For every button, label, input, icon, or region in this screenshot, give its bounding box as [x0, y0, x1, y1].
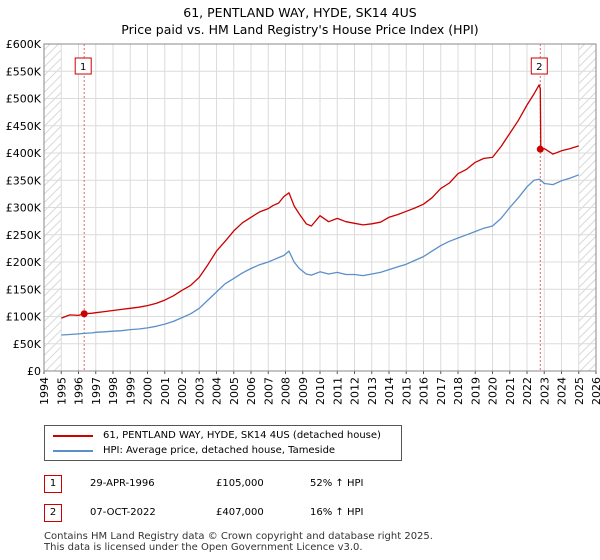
- transaction-price: £105,000: [216, 478, 264, 489]
- hpi-line: [61, 174, 580, 336]
- footer: Contains HM Land Registry data © Crown c…: [44, 531, 433, 553]
- x-tick-label: 2017: [435, 377, 448, 405]
- x-tick-label: 2004: [211, 377, 224, 405]
- sale-point: [536, 145, 544, 153]
- y-tick-label: £150K: [6, 283, 42, 296]
- x-tick-label: 2023: [538, 377, 551, 405]
- legend-swatch-property: [53, 435, 93, 437]
- transaction-date: 07-OCT-2022: [90, 507, 156, 518]
- sale-point: [80, 310, 88, 318]
- transaction-date: 29-APR-1996: [90, 478, 155, 489]
- transaction-hpi: 52% ↑ HPI: [310, 478, 364, 489]
- annotation-label: 2: [536, 62, 542, 73]
- x-tick-label: 2001: [159, 377, 172, 405]
- x-tick-label: 2025: [573, 377, 586, 405]
- annotation-label: 1: [80, 62, 86, 73]
- y-tick-label: £50K: [13, 338, 42, 351]
- legend-label-property: 61, PENTLAND WAY, HYDE, SK14 4US (detach…: [103, 430, 381, 441]
- x-tick-label: 2015: [400, 377, 413, 405]
- legend-swatch-hpi: [53, 450, 93, 452]
- x-tick-label: 2009: [297, 377, 310, 405]
- y-tick-label: £100K: [6, 311, 42, 324]
- x-tick-label: 1999: [124, 377, 137, 405]
- transaction-hpi: 16% ↑ HPI: [310, 507, 364, 518]
- axes: £0 £50K £100K £150K £200K £250K £300K £350K £400…: [6, 38, 600, 405]
- chart-subtitle: Price paid vs. HM Land Registry's House …: [121, 22, 479, 37]
- x-tick-label: 1994: [38, 377, 51, 405]
- y-tick-label: £550K: [6, 65, 42, 78]
- chart-title-block: 61, PENTLAND WAY, HYDE, SK14 4US Price p…: [0, 4, 600, 38]
- chart-title: 61, PENTLAND WAY, HYDE, SK14 4US: [183, 5, 417, 20]
- x-tick-label: 2014: [383, 377, 396, 405]
- plot-border: [43, 43, 597, 372]
- transaction-badge: 2: [44, 504, 62, 522]
- x-tick-label: 2006: [245, 377, 258, 405]
- transaction-price: £407,000: [216, 507, 264, 518]
- x-tick-label: 2012: [349, 377, 362, 405]
- y-tick-label: £400K: [6, 147, 42, 160]
- x-tick-label: 1998: [107, 377, 120, 405]
- x-tick-label: 2013: [366, 377, 379, 405]
- x-tick-label: 2010: [314, 377, 327, 405]
- transaction-badge: 1: [44, 475, 62, 493]
- price-chart: £0 £50K £100K £150K £200K £250K £300K £350K £400…: [6, 38, 600, 405]
- y-tick-label: £450K: [6, 120, 42, 133]
- series-lines: [61, 84, 580, 336]
- y-tick-label: £250K: [6, 229, 42, 242]
- x-tick-label: 2011: [331, 377, 344, 405]
- y-tick-label: £200K: [6, 256, 42, 269]
- legend-label-hpi: HPI: Average price, detached house, Tame…: [103, 445, 336, 456]
- x-tick-label: 1995: [55, 377, 68, 405]
- x-tick-label: 2003: [193, 377, 206, 405]
- x-tick-label: 2002: [176, 377, 189, 405]
- x-tick-label: 2005: [228, 377, 241, 405]
- annotation-badge: [74, 57, 92, 75]
- y-tick-label: £350K: [6, 174, 42, 187]
- x-tick-label: 2026: [590, 377, 600, 405]
- legend: 61, PENTLAND WAY, HYDE, SK14 4US (detach…: [44, 425, 402, 461]
- x-tick-label: 1996: [73, 377, 86, 405]
- x-tick-label: 2007: [262, 377, 275, 405]
- y-tick-label: £500K: [6, 93, 42, 106]
- x-tick-label: 1997: [90, 377, 103, 405]
- x-tick-label: 2018: [452, 377, 465, 405]
- x-tick-label: 2016: [418, 377, 431, 405]
- x-tick-label: 2008: [280, 377, 293, 405]
- x-tick-label: 2022: [521, 377, 534, 405]
- annotation-badge: [530, 57, 548, 75]
- x-tick-label: 2000: [142, 377, 155, 405]
- y-tick-label: £0: [27, 365, 41, 378]
- footer-copyright: Contains HM Land Registry data © Crown c…: [44, 531, 433, 542]
- x-tick-label: 2021: [504, 377, 517, 405]
- y-tick-label: £600K: [6, 38, 42, 51]
- y-tick-label: £300K: [6, 202, 42, 215]
- property-price-line: [61, 84, 579, 319]
- x-tick-label: 2024: [556, 377, 569, 405]
- x-tick-label: 2020: [487, 377, 500, 405]
- x-tick-label: 2019: [469, 377, 482, 405]
- footer-licence: This data is licensed under the Open Gov…: [44, 542, 363, 553]
